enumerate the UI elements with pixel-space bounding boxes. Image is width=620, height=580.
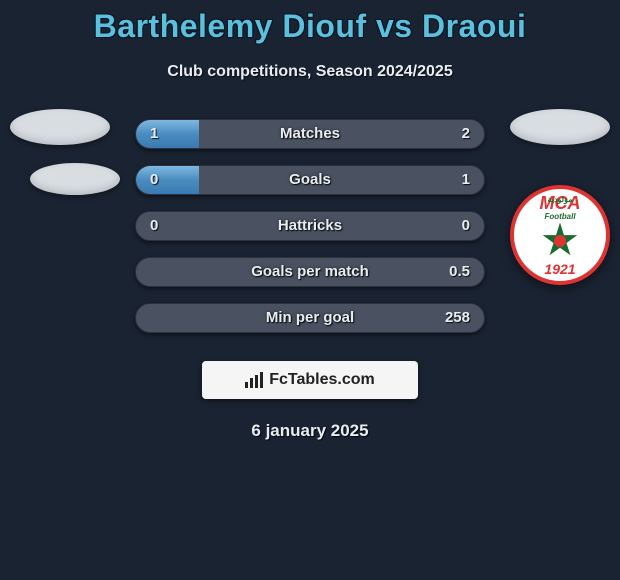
- subtitle: Club competitions, Season 2024/2025: [0, 63, 620, 81]
- mca-arabic-text: مولودية: [547, 195, 572, 204]
- stat-value-right: 1: [462, 166, 470, 194]
- star-icon: [542, 223, 578, 259]
- footer: FcTables.com 6 january 2025: [0, 361, 620, 441]
- placeholder-oval-icon: [10, 109, 110, 145]
- stat-row: 0Hattricks0: [135, 211, 485, 241]
- stat-label: Min per goal: [136, 304, 484, 332]
- stat-label: Goals: [136, 166, 484, 194]
- placeholder-oval-icon: [510, 109, 610, 145]
- ball-icon: [554, 235, 566, 247]
- stat-value-right: 2: [462, 120, 470, 148]
- stat-label: Matches: [136, 120, 484, 148]
- stat-value-right: 0.5: [449, 258, 470, 286]
- stat-label: Goals per match: [136, 258, 484, 286]
- chart-icon: [245, 372, 263, 388]
- stat-label: Hattricks: [136, 212, 484, 240]
- stats-area: مولودية MCA Football 1921 1Matches20Goal…: [0, 119, 620, 333]
- stat-value-right: 258: [445, 304, 470, 332]
- stat-row: Min per goal258: [135, 303, 485, 333]
- placeholder-oval-icon: [30, 163, 120, 195]
- date-text: 6 january 2025: [0, 421, 620, 441]
- stat-row: Goals per match0.5: [135, 257, 485, 287]
- mca-year: 1921: [544, 261, 575, 277]
- mca-club-logo: مولودية MCA Football 1921: [510, 185, 610, 285]
- page-title: Barthelemy Diouf vs Draoui: [0, 8, 620, 45]
- stat-row: 1Matches2: [135, 119, 485, 149]
- player-right-badge: مولودية MCA Football 1921: [510, 109, 610, 209]
- brand-text: FcTables.com: [269, 371, 375, 388]
- fctables-badge: FcTables.com: [202, 361, 418, 399]
- stat-value-right: 0: [462, 212, 470, 240]
- mca-football-text: Football: [544, 212, 575, 221]
- stat-row: 0Goals1: [135, 165, 485, 195]
- player-left-badge: [10, 109, 110, 209]
